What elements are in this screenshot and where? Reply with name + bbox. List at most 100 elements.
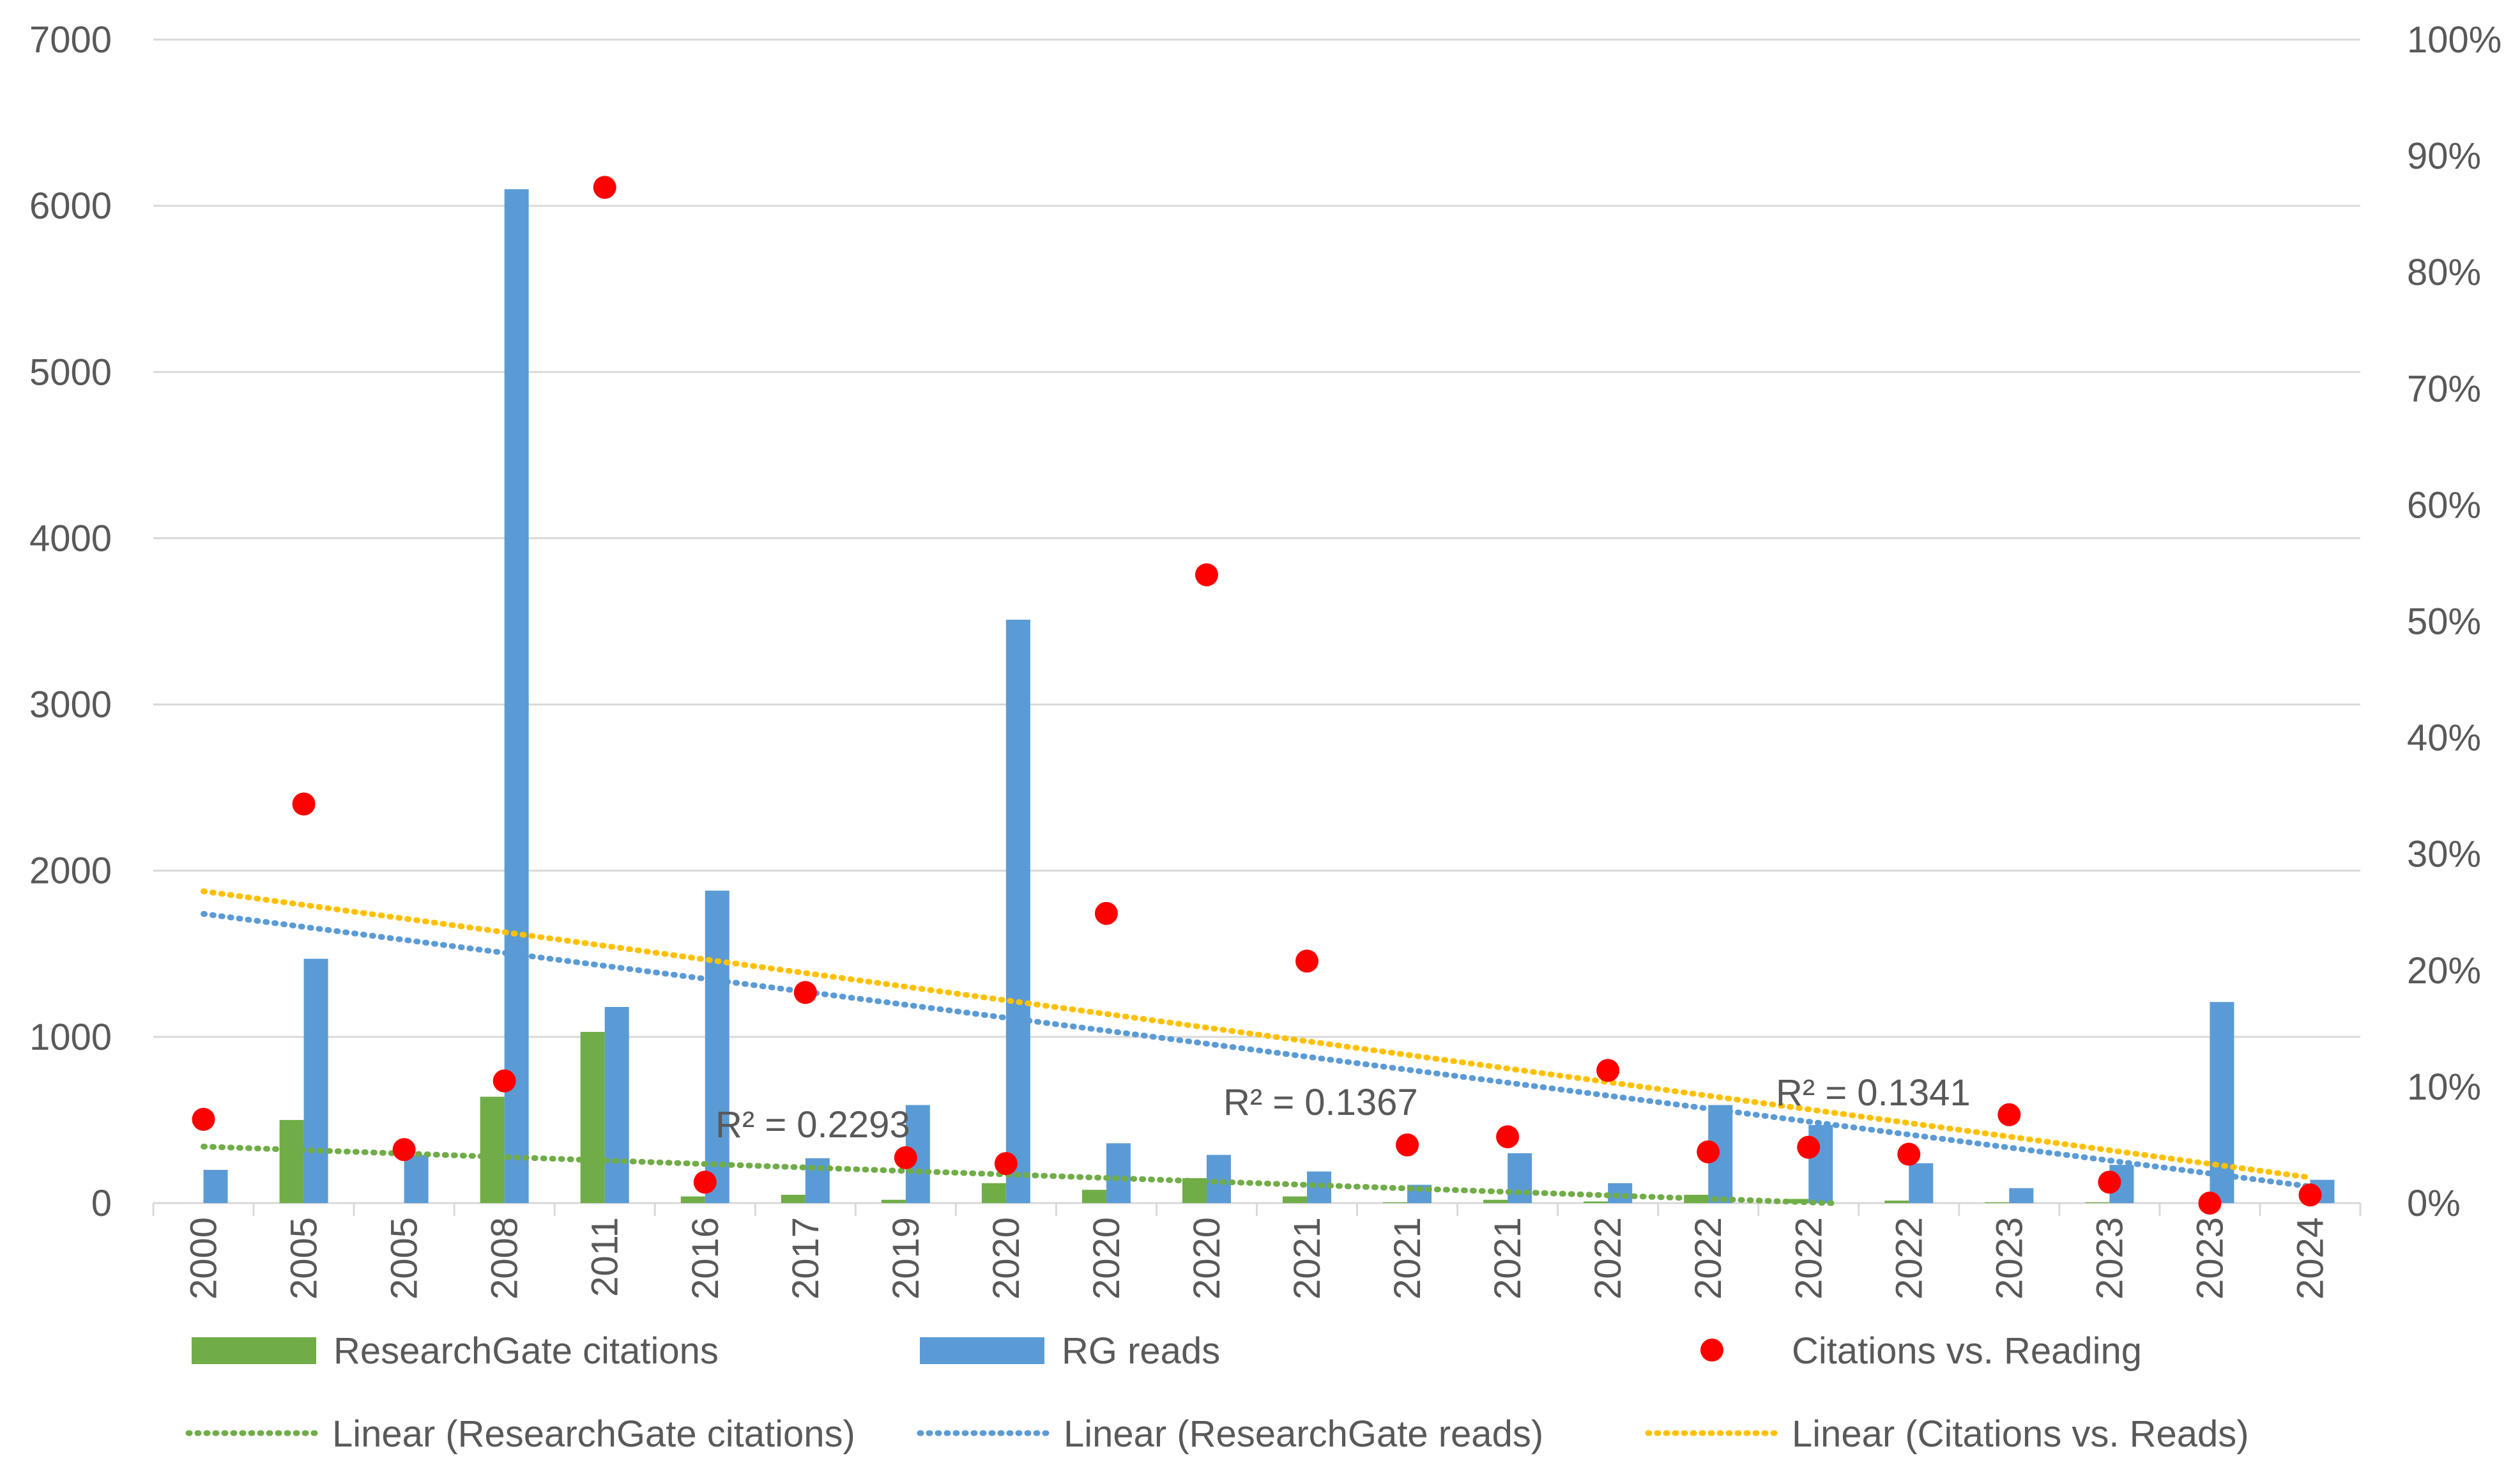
- bar: [2210, 1002, 2234, 1203]
- r2-label: R² = 0.1341: [1776, 1072, 1971, 1114]
- right-axis-tick-label: 90%: [2407, 135, 2481, 177]
- right-axis-tick-label: 100%: [2407, 19, 2501, 61]
- left-axis-tick-label: 3000: [29, 684, 112, 726]
- bar: [1608, 1183, 1633, 1203]
- bar: [2085, 1202, 2110, 1203]
- legend-label: ResearchGate citations: [333, 1330, 719, 1372]
- scatter-point: [1596, 1059, 1620, 1082]
- legend-swatch-citations: [192, 1337, 316, 1364]
- bar: [1985, 1202, 2010, 1203]
- bar: [1584, 1201, 1608, 1203]
- scatter-point: [693, 1171, 717, 1194]
- x-axis-tick-label: 2022: [1888, 1217, 1930, 1300]
- legend-label: Citations vs. Reading: [1792, 1330, 2142, 1372]
- r2-label: R² = 0.2293: [715, 1104, 910, 1146]
- bar: [705, 890, 729, 1203]
- bar: [1483, 1199, 1508, 1203]
- x-axis-tick-label: 2021: [1387, 1217, 1428, 1300]
- x-axis-tick-label: 2005: [384, 1217, 425, 1300]
- trendline: [201, 910, 2313, 1190]
- bar: [279, 1119, 304, 1203]
- bar: [981, 1183, 1006, 1203]
- x-axis-tick-label: 2020: [1186, 1217, 1228, 1300]
- bar: [1508, 1153, 1532, 1203]
- left-axis-tick-label: 5000: [29, 351, 112, 393]
- left-axis-tick-label: 2000: [29, 850, 112, 892]
- right-axis-tick-label: 40%: [2407, 718, 2481, 759]
- x-axis-tick-label: 2019: [885, 1217, 927, 1300]
- scatter-series: [192, 176, 2322, 1215]
- right-axis-ticks: 0% 10% 20% 30% 40% 50% 60% 70% 80% 90% 100%: [2407, 19, 2501, 1224]
- x-axis-tick-label: 2022: [1788, 1217, 1829, 1300]
- x-axis-tick-label: 2023: [2189, 1217, 2231, 1300]
- scatter-point: [2098, 1171, 2121, 1194]
- scatter-point: [2198, 1192, 2222, 1215]
- scatter-point: [1496, 1125, 1520, 1149]
- x-axis-tick-label: 2023: [1989, 1217, 2030, 1300]
- trendline: [201, 1144, 1835, 1206]
- scatter-point: [1697, 1140, 1720, 1163]
- r2-label: R² = 0.1367: [1223, 1082, 1418, 1123]
- right-axis-tick-label: 50%: [2407, 601, 2481, 643]
- legend: ResearchGate citations RG reads Citations …: [185, 1330, 2249, 1455]
- scatter-point: [1997, 1103, 2021, 1126]
- trendlines: [201, 888, 2313, 1206]
- left-axis-tick-label: 6000: [29, 185, 112, 227]
- scatter-point: [994, 1152, 1018, 1176]
- bar: [303, 958, 328, 1203]
- x-axis-tick-label: 2022: [1587, 1217, 1629, 1300]
- legend-label: Linear (Citations vs. Reads): [1792, 1413, 2249, 1455]
- x-axis-tick-label: 2022: [1688, 1217, 1729, 1300]
- x-axis-tick-label: 2021: [1487, 1217, 1529, 1300]
- scatter-point: [1797, 1135, 1821, 1159]
- bar: [1206, 1155, 1231, 1203]
- scatter-point: [793, 981, 817, 1004]
- trendline: [201, 888, 2313, 1181]
- legend-label: RG reads: [1062, 1330, 1220, 1372]
- right-axis-tick-label: 80%: [2407, 252, 2481, 293]
- bar: [1005, 619, 1030, 1203]
- scatter-point: [493, 1069, 516, 1093]
- bar: [1283, 1196, 1308, 1203]
- x-axis-tick-label: 2023: [2089, 1217, 2130, 1300]
- x-axis-tick-label: 2017: [785, 1217, 827, 1300]
- right-axis-tick-label: 30%: [2407, 834, 2481, 875]
- scatter-point: [392, 1138, 416, 1162]
- left-axis-tick-label: 0: [91, 1183, 112, 1224]
- scatter-point: [192, 1107, 215, 1131]
- left-axis-ticks: 0 1000 2000 3000 4000 5000 6000 7000: [29, 19, 112, 1224]
- left-axis-tick-label: 7000: [29, 19, 112, 61]
- right-axis-tick-label: 10%: [2407, 1066, 2481, 1108]
- scatter-point: [894, 1146, 917, 1169]
- scatter-point: [1295, 949, 1319, 973]
- legend-swatch-ratio: [1700, 1339, 1723, 1362]
- left-axis-tick-label: 1000: [29, 1017, 112, 1058]
- x-axis-tick-label: 2021: [1287, 1217, 1328, 1300]
- x-axis-tick-label: 2016: [685, 1217, 726, 1300]
- bar: [1081, 1190, 1106, 1203]
- bar: [504, 189, 529, 1204]
- scatter-point: [1897, 1142, 1921, 1166]
- x-axis-ticks: 2000 2005 2005 2008 2011 2016 2017 2019 2020 2020…: [183, 1217, 2332, 1300]
- bar: [1909, 1163, 1934, 1203]
- right-axis-tick-label: 60%: [2407, 484, 2481, 526]
- right-axis-tick-label: 0%: [2407, 1183, 2461, 1224]
- scatter-point: [1396, 1133, 1419, 1156]
- x-axis-tick-label: 2011: [584, 1217, 626, 1297]
- bar: [480, 1096, 505, 1203]
- bar: [881, 1199, 906, 1203]
- scatter-point: [593, 176, 616, 199]
- right-axis-tick-label: 70%: [2407, 368, 2481, 410]
- bar: [404, 1155, 429, 1203]
- bar: [805, 1158, 830, 1203]
- x-axis-tick-label: 2020: [1086, 1217, 1127, 1300]
- scatter-point: [292, 792, 316, 816]
- bar-series: [203, 189, 2335, 1204]
- scatter-point: [1094, 902, 1118, 925]
- legend-label: Linear (ResearchGate reads): [1064, 1413, 1543, 1455]
- bar: [1884, 1201, 1909, 1203]
- bar: [2009, 1188, 2034, 1203]
- x-axis-tick-label: 2008: [484, 1217, 526, 1300]
